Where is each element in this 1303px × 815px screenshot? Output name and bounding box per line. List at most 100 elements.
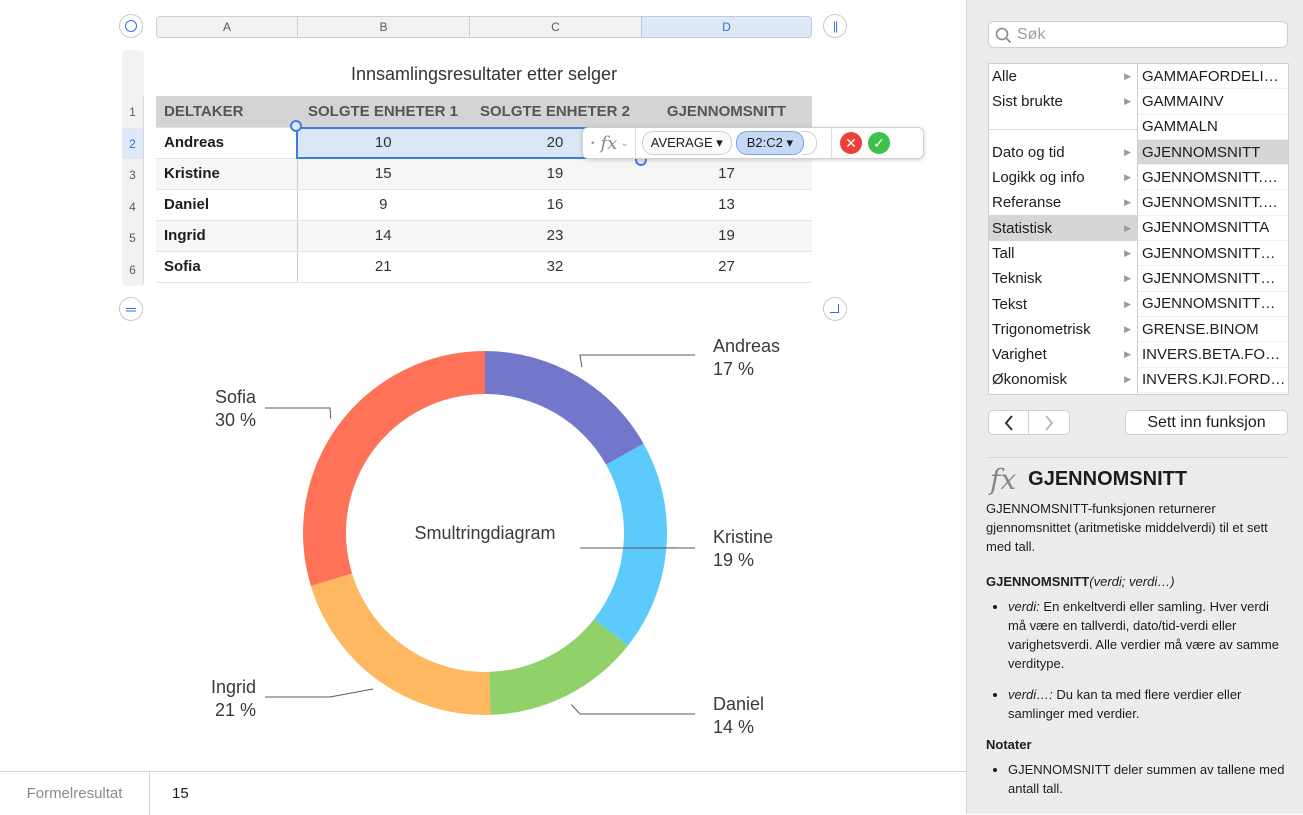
category-label: Referanse: [992, 194, 1061, 211]
spreadsheet-canvas: A B C D || 1 2 3 4 5 6 Innsamlingsresult…: [0, 0, 967, 814]
chevron-right-icon: ▶: [1124, 147, 1131, 158]
donut-slice-ingrid[interactable]: [311, 573, 491, 715]
slice-percent: 17 %: [713, 358, 780, 381]
leader-line-sofia: [265, 408, 331, 419]
chevron-right-icon: ▶: [1124, 324, 1131, 335]
chart-title: Smultringdiagram: [385, 522, 585, 545]
argument-list: verdi: En enkeltverdi eller samling. Hve…: [986, 597, 1286, 723]
category-date-time[interactable]: Dato og tid ▶: [989, 140, 1137, 165]
category-recent[interactable]: Sist brukte ▶: [989, 89, 1137, 114]
list-item[interactable]: INVERS.BETA.FO…: [1138, 342, 1288, 367]
chevron-right-icon: ▶: [1124, 71, 1131, 82]
donut-slice-sofia[interactable]: [303, 351, 485, 586]
category-trigonometric[interactable]: Trigonometrisk ▶: [989, 317, 1137, 342]
help-title: GJENNOMSNITT: [1028, 470, 1187, 489]
slice-percent: 14 %: [713, 716, 764, 739]
back-button[interactable]: [988, 410, 1029, 435]
category-list: Alle ▶ Sist brukte ▶ Dato og tid ▶ Logikk o…: [988, 63, 1138, 395]
list-item: verdi: En enkeltverdi eller samling. Hve…: [1008, 597, 1286, 673]
function-help: fx GJENNOMSNITT GJENNOMSNITT-funksjonen …: [986, 470, 1286, 810]
list-item[interactable]: GJENNOMSNITT…: [1138, 266, 1288, 291]
slice-label-kristine: Kristine 19 %: [713, 526, 773, 572]
leader-line-andreas: [580, 355, 695, 367]
slice-percent: 30 %: [206, 409, 256, 432]
list-item[interactable]: GJENNOMSNITT.…: [1138, 190, 1288, 215]
list-item[interactable]: INVERS.KJI.FORD…: [1138, 368, 1288, 393]
list-item[interactable]: GRENSE.BINOM: [1138, 317, 1288, 342]
function-list: GAMMAFORDELI… GAMMAINV GAMMALN GJENNOMSN…: [1138, 63, 1289, 395]
notes-title: Notater: [986, 735, 1286, 754]
category-label: Alle: [992, 68, 1017, 85]
slice-label-ingrid: Ingrid 21 %: [206, 676, 256, 722]
category-label: Tekst: [992, 296, 1027, 313]
donut-slice-andreas[interactable]: [485, 351, 644, 465]
category-label: Trigonometrisk: [992, 321, 1091, 338]
list-item[interactable]: GJENNOMSNITT…: [1138, 292, 1288, 317]
help-description: GJENNOMSNITT-funksjonen returnerer gjenn…: [986, 499, 1286, 556]
fx-icon: fx: [990, 470, 1016, 489]
formula-result-value: 15: [172, 772, 189, 815]
category-statistical[interactable]: Statistisk ▶: [989, 215, 1137, 240]
list-item[interactable]: GJENNOMSNITT.…: [1138, 165, 1288, 190]
chevron-right-icon: ▶: [1124, 349, 1131, 360]
list-item: verdi…: Du kan ta med flere verdier elle…: [1008, 685, 1286, 723]
donut-slice-kristine[interactable]: [594, 444, 667, 646]
chevron-right-icon: ▶: [1124, 273, 1131, 284]
chevron-right-icon: ▶: [1124, 96, 1131, 107]
category-financial[interactable]: Økonomisk▶: [989, 367, 1137, 392]
notes-list: GJENNOMSNITT deler summen av tallene med…: [986, 760, 1286, 798]
donut-slice-daniel[interactable]: [489, 619, 627, 715]
leader-line-ingrid: [265, 689, 373, 697]
category-label: Dato og tid: [992, 144, 1065, 161]
help-syntax: GJENNOMSNITT(verdi; verdi…): [986, 572, 1286, 591]
slice-name: Kristine: [713, 526, 773, 549]
slice-percent: 21 %: [206, 699, 256, 722]
slice-label-sofia: Sofia 30 %: [206, 386, 256, 432]
chevron-right-icon: ▶: [1124, 223, 1131, 234]
help-header: fx GJENNOMSNITT: [986, 470, 1286, 489]
category-label: Logikk og info: [992, 169, 1085, 186]
slice-name: Andreas: [713, 335, 780, 358]
slice-name: Sofia: [206, 386, 256, 409]
chevron-right-icon: ▶: [1124, 299, 1131, 310]
list-item: GJENNOMSNITT deler summen av tallene med…: [1008, 760, 1286, 798]
donut-chart[interactable]: [0, 0, 966, 770]
chevron-right-icon: ▶: [1124, 197, 1131, 208]
category-engineering[interactable]: Teknisk▶: [989, 266, 1137, 291]
formula-result-label: Formelresultat: [0, 772, 150, 815]
leader-line-daniel: [571, 704, 695, 714]
search-icon: [993, 26, 1015, 44]
list-item-selected[interactable]: GJENNOMSNITT: [1138, 140, 1288, 165]
slice-name: Ingrid: [206, 676, 256, 699]
list-item[interactable]: GJENNOMSNITT…: [1138, 241, 1288, 266]
search-placeholder: Søk: [1017, 26, 1045, 44]
slice-label-andreas: Andreas 17 %: [713, 335, 780, 381]
argument-name: verdi:: [1008, 599, 1040, 614]
formula-result-bar: Formelresultat 15: [0, 771, 966, 815]
list-item[interactable]: GJENNOMSNITTA: [1138, 216, 1288, 241]
chevron-right-icon: ▶: [1124, 172, 1131, 183]
forward-button[interactable]: [1029, 410, 1070, 435]
category-text[interactable]: Tekst ▶: [989, 291, 1137, 316]
category-reference[interactable]: Referanse ▶: [989, 190, 1137, 215]
category-logic[interactable]: Logikk og info ▶: [989, 165, 1137, 190]
slice-name: Daniel: [713, 693, 764, 716]
divider: [988, 457, 1288, 458]
slice-label-daniel: Daniel 14 %: [713, 693, 764, 739]
syntax-args: (verdi; verdi…): [1089, 574, 1174, 589]
search-input[interactable]: Søk: [988, 21, 1288, 48]
list-item[interactable]: GAMMALN: [1138, 115, 1288, 140]
category-label: Varighet: [992, 346, 1047, 363]
category-label: Sist brukte: [992, 93, 1063, 110]
argument-name: verdi…:: [1008, 687, 1053, 702]
list-item[interactable]: GAMMAFORDELI…: [1138, 64, 1288, 89]
category-duration[interactable]: Varighet ▶: [989, 342, 1137, 367]
category-numeric[interactable]: Tall▶: [989, 241, 1137, 266]
chevron-right-icon: ▶: [1124, 374, 1131, 385]
category-label: Statistisk: [992, 220, 1052, 237]
list-item[interactable]: GAMMAINV: [1138, 89, 1288, 114]
insert-function-button[interactable]: Sett inn funksjon: [1125, 410, 1288, 435]
chevron-right-icon: [1044, 415, 1054, 431]
category-separator: [989, 115, 1137, 140]
category-all[interactable]: Alle ▶: [989, 64, 1137, 89]
